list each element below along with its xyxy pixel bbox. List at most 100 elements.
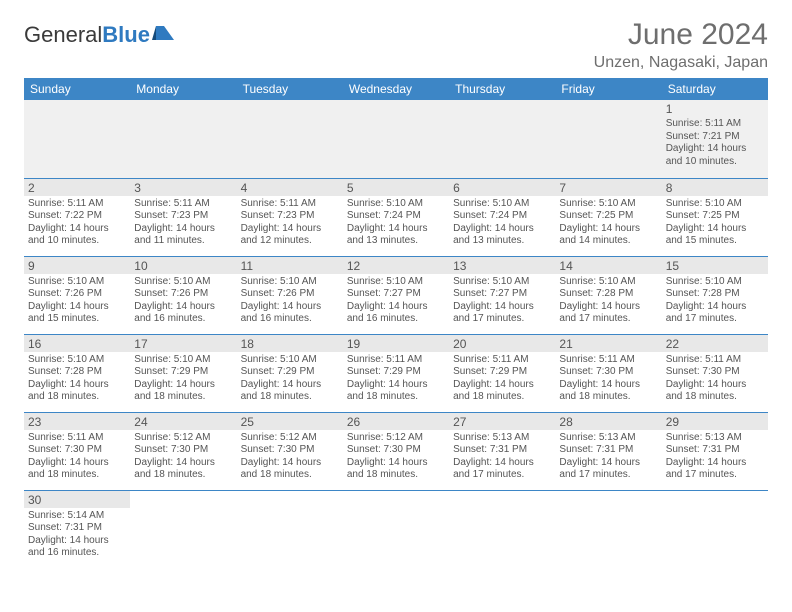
calendar-day-cell: 14Sunrise: 5:10 AMSunset: 7:28 PMDayligh… [555, 256, 661, 334]
daylight-text: Daylight: 14 hours and 18 minutes. [134, 379, 232, 404]
daylight-text: Daylight: 14 hours and 18 minutes. [666, 379, 764, 404]
sunrise-text: Sunrise: 5:13 AM [453, 432, 551, 445]
calendar-day-cell: 29Sunrise: 5:13 AMSunset: 7:31 PMDayligh… [662, 412, 768, 490]
daylight-text: Daylight: 14 hours and 18 minutes. [28, 457, 126, 482]
sunset-text: Sunset: 7:28 PM [28, 366, 126, 379]
sunset-text: Sunset: 7:28 PM [666, 288, 764, 301]
calendar-day-cell: 21Sunrise: 5:11 AMSunset: 7:30 PMDayligh… [555, 334, 661, 412]
sunrise-text: Sunrise: 5:11 AM [347, 354, 445, 367]
calendar-week-row: 9Sunrise: 5:10 AMSunset: 7:26 PMDaylight… [24, 256, 768, 334]
sunrise-text: Sunrise: 5:11 AM [28, 198, 126, 211]
sunset-text: Sunset: 7:22 PM [28, 210, 126, 223]
daylight-text: Daylight: 14 hours and 18 minutes. [347, 379, 445, 404]
sunset-text: Sunset: 7:30 PM [559, 366, 657, 379]
sunrise-text: Sunrise: 5:11 AM [28, 432, 126, 445]
header: GeneralBlue June 2024 Unzen, Nagasaki, J… [24, 18, 768, 72]
sunrise-text: Sunrise: 5:10 AM [347, 276, 445, 289]
sunrise-text: Sunrise: 5:10 AM [559, 276, 657, 289]
day-number: 1 [666, 102, 764, 117]
brand-logo: GeneralBlue [24, 18, 178, 48]
sunrise-text: Sunrise: 5:10 AM [347, 198, 445, 211]
sunset-text: Sunset: 7:29 PM [241, 366, 339, 379]
daylight-text: Daylight: 14 hours and 17 minutes. [559, 301, 657, 326]
daylight-text: Daylight: 14 hours and 10 minutes. [666, 143, 764, 168]
calendar-empty-cell [237, 490, 343, 568]
daylight-text: Daylight: 14 hours and 16 minutes. [134, 301, 232, 326]
sunset-text: Sunset: 7:23 PM [134, 210, 232, 223]
sunset-text: Sunset: 7:30 PM [241, 444, 339, 457]
daylight-text: Daylight: 14 hours and 18 minutes. [241, 457, 339, 482]
sunrise-text: Sunrise: 5:12 AM [134, 432, 232, 445]
day-number: 18 [237, 335, 343, 352]
day-number: 19 [343, 335, 449, 352]
weekday-header: Thursday [449, 78, 555, 100]
sunset-text: Sunset: 7:26 PM [134, 288, 232, 301]
sunset-text: Sunset: 7:30 PM [28, 444, 126, 457]
calendar-empty-cell [130, 490, 236, 568]
calendar-day-cell: 19Sunrise: 5:11 AMSunset: 7:29 PMDayligh… [343, 334, 449, 412]
calendar-week-row: 23Sunrise: 5:11 AMSunset: 7:30 PMDayligh… [24, 412, 768, 490]
daylight-text: Daylight: 14 hours and 18 minutes. [28, 379, 126, 404]
sunrise-text: Sunrise: 5:10 AM [453, 276, 551, 289]
day-number: 10 [130, 257, 236, 274]
calendar-day-cell: 4Sunrise: 5:11 AMSunset: 7:23 PMDaylight… [237, 178, 343, 256]
calendar-day-cell: 11Sunrise: 5:10 AMSunset: 7:26 PMDayligh… [237, 256, 343, 334]
sunrise-text: Sunrise: 5:12 AM [241, 432, 339, 445]
day-number: 26 [343, 413, 449, 430]
calendar-day-cell: 20Sunrise: 5:11 AMSunset: 7:29 PMDayligh… [449, 334, 555, 412]
sunset-text: Sunset: 7:30 PM [134, 444, 232, 457]
sunrise-text: Sunrise: 5:10 AM [666, 276, 764, 289]
day-number: 13 [449, 257, 555, 274]
daylight-text: Daylight: 14 hours and 16 minutes. [28, 535, 126, 560]
daylight-text: Daylight: 14 hours and 17 minutes. [453, 457, 551, 482]
calendar-empty-cell [555, 100, 661, 178]
daylight-text: Daylight: 14 hours and 17 minutes. [666, 457, 764, 482]
calendar-empty-cell [130, 100, 236, 178]
calendar-day-cell: 2Sunrise: 5:11 AMSunset: 7:22 PMDaylight… [24, 178, 130, 256]
sunrise-text: Sunrise: 5:11 AM [559, 354, 657, 367]
day-number: 23 [24, 413, 130, 430]
weekday-header: Wednesday [343, 78, 449, 100]
day-number: 30 [24, 491, 130, 508]
calendar-day-cell: 3Sunrise: 5:11 AMSunset: 7:23 PMDaylight… [130, 178, 236, 256]
calendar-day-cell: 28Sunrise: 5:13 AMSunset: 7:31 PMDayligh… [555, 412, 661, 490]
sunrise-text: Sunrise: 5:10 AM [453, 198, 551, 211]
sunrise-text: Sunrise: 5:11 AM [241, 198, 339, 211]
calendar-day-cell: 26Sunrise: 5:12 AMSunset: 7:30 PMDayligh… [343, 412, 449, 490]
weekday-header: Sunday [24, 78, 130, 100]
daylight-text: Daylight: 14 hours and 15 minutes. [28, 301, 126, 326]
daylight-text: Daylight: 14 hours and 15 minutes. [666, 223, 764, 248]
calendar-day-cell: 22Sunrise: 5:11 AMSunset: 7:30 PMDayligh… [662, 334, 768, 412]
sunset-text: Sunset: 7:31 PM [453, 444, 551, 457]
sunrise-text: Sunrise: 5:11 AM [666, 354, 764, 367]
calendar-empty-cell [343, 100, 449, 178]
day-number: 8 [662, 179, 768, 196]
sunrise-text: Sunrise: 5:14 AM [28, 510, 126, 523]
calendar-empty-cell [237, 100, 343, 178]
calendar-week-row: 30 Sunrise: 5:14 AMSunset: 7:31 PMDayligh… [24, 490, 768, 568]
sunrise-text: Sunrise: 5:10 AM [666, 198, 764, 211]
calendar-day-cell: 6Sunrise: 5:10 AMSunset: 7:24 PMDaylight… [449, 178, 555, 256]
calendar-day-cell: 27Sunrise: 5:13 AMSunset: 7:31 PMDayligh… [449, 412, 555, 490]
day-number: 4 [237, 179, 343, 196]
weekday-header-row: SundayMondayTuesdayWednesdayThursdayFrid… [24, 78, 768, 100]
daylight-text: Daylight: 14 hours and 16 minutes. [347, 301, 445, 326]
calendar-day-cell: 13Sunrise: 5:10 AMSunset: 7:27 PMDayligh… [449, 256, 555, 334]
day-number: 22 [662, 335, 768, 352]
sunrise-text: Sunrise: 5:10 AM [134, 354, 232, 367]
sunrise-text: Sunrise: 5:12 AM [347, 432, 445, 445]
sunset-text: Sunset: 7:31 PM [28, 522, 126, 535]
day-number: 6 [449, 179, 555, 196]
sunrise-text: Sunrise: 5:11 AM [666, 118, 764, 131]
day-number: 15 [662, 257, 768, 274]
sunset-text: Sunset: 7:31 PM [559, 444, 657, 457]
sunrise-text: Sunrise: 5:10 AM [241, 354, 339, 367]
day-number: 28 [555, 413, 661, 430]
day-number: 5 [343, 179, 449, 196]
day-number: 21 [555, 335, 661, 352]
calendar-day-cell: 12Sunrise: 5:10 AMSunset: 7:27 PMDayligh… [343, 256, 449, 334]
calendar-day-cell: 9Sunrise: 5:10 AMSunset: 7:26 PMDaylight… [24, 256, 130, 334]
daylight-text: Daylight: 14 hours and 18 minutes. [134, 457, 232, 482]
daylight-text: Daylight: 14 hours and 13 minutes. [347, 223, 445, 248]
calendar-day-cell: 18Sunrise: 5:10 AMSunset: 7:29 PMDayligh… [237, 334, 343, 412]
